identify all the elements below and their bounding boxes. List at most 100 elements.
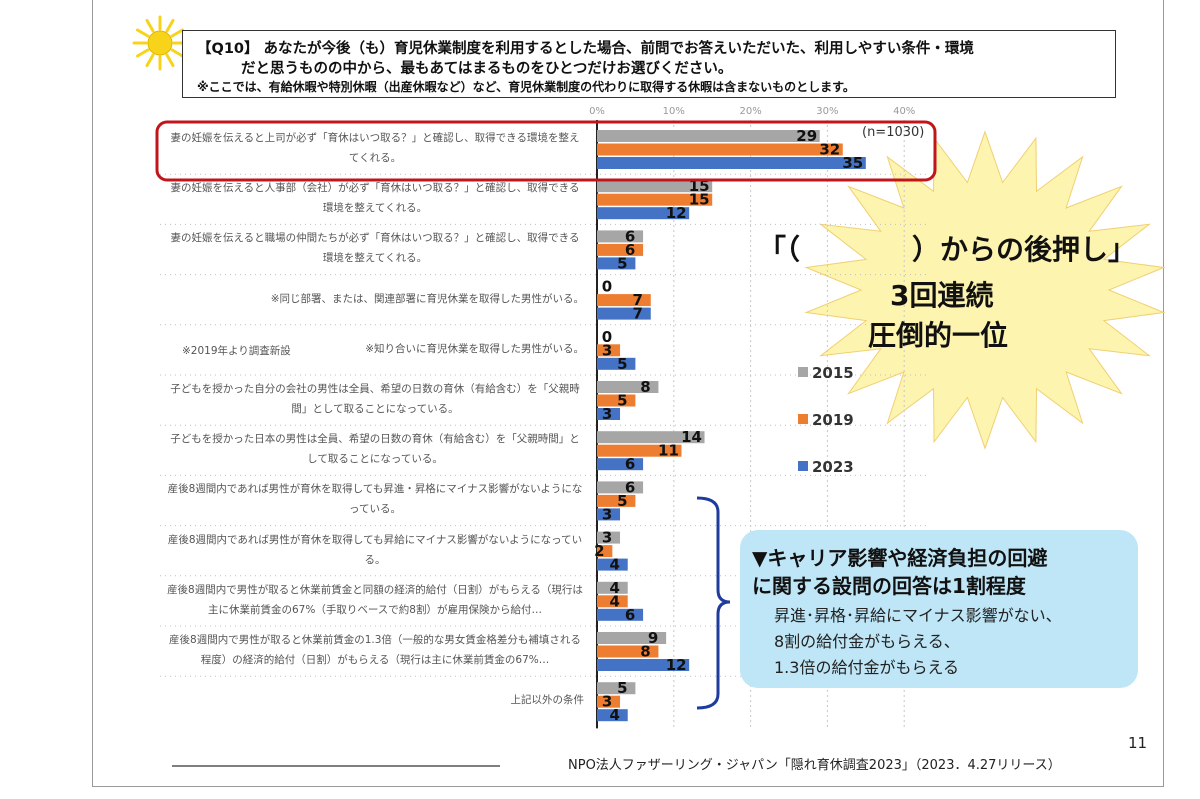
bar-2015-7 — [597, 481, 644, 494]
question-line-2: だと思うものの中から、最もあてはまるものをひとつだけお選びください。 — [241, 61, 733, 77]
data-label: 5 — [617, 392, 627, 410]
category-label: 妻の妊娠を伝えると上司が必ず「育休はいつ取る？」と確認し、取得できる環境を整えて… — [170, 132, 580, 164]
legend-swatch-2023 — [798, 461, 808, 471]
data-label: 2 — [594, 542, 604, 560]
data-label: 3 — [602, 693, 612, 711]
category-label: 産後8週間内であれば男性が育休を取得しても昇進・昇格にマイナス影響がないようにな… — [167, 483, 583, 516]
bar-2023-9 — [597, 608, 644, 621]
category-label: 上記以外の条件 — [510, 694, 585, 707]
question-box: 【Q10】 あなたが今後（も）育児休業制度を利用するとした場合、前問でお答えいた… — [182, 30, 1116, 98]
x-tick-label: 10% — [663, 106, 685, 117]
sun-ray — [135, 48, 150, 58]
category-label: 妻の妊娠を伝えると職場の仲間たちが必ず「育休はいつ取る？」と確認し、取得できる環… — [170, 232, 580, 265]
x-tick-label: 30% — [816, 106, 838, 117]
data-label: 4 — [610, 556, 620, 574]
brace-path — [696, 496, 731, 710]
data-label: 7 — [633, 305, 643, 323]
data-label: 5 — [617, 679, 627, 697]
data-label: 6 — [625, 606, 635, 624]
data-label: 15 — [689, 191, 710, 209]
sun-ray — [145, 53, 155, 68]
data-label: 9 — [648, 629, 658, 647]
bar-2015-1 — [597, 180, 713, 193]
bar-2019-6 — [597, 444, 682, 457]
legend-label-2015: 2015 — [812, 364, 854, 382]
question-note: ※ここでは、有給休暇や特別休暇（出産休暇など）など、育児休業制度の代わりに取得す… — [197, 80, 855, 94]
x-tick-label: 0% — [589, 106, 605, 117]
sun-icon — [132, 15, 188, 71]
bar-2015-5 — [597, 381, 659, 393]
bar-2023-5 — [597, 408, 621, 420]
bar-2015-10 — [597, 632, 667, 644]
bar-2023-0 — [597, 157, 866, 169]
data-label: 5 — [617, 492, 627, 510]
callout-line-2: 8割の給付金がもらえる、 — [774, 632, 960, 651]
callout-line-1: 昇進･昇格･昇給にマイナス影響がない、 — [774, 606, 1062, 625]
highlight-box — [155, 120, 937, 182]
bars — [597, 130, 866, 722]
burst-line-2: 3回連続 — [890, 279, 994, 312]
bar-2023-2 — [597, 257, 636, 270]
data-label: 4 — [610, 579, 620, 597]
data-label: 4 — [610, 592, 620, 610]
bar-2019-9 — [597, 595, 628, 608]
bar-2023-3 — [597, 307, 651, 320]
sun-ray — [170, 48, 185, 58]
category-label: ※同じ部署、または、関連部署に育児休業を取得した男性がいる。 — [270, 292, 584, 305]
data-label: 0 — [602, 278, 612, 296]
bar-2023-7 — [597, 508, 621, 521]
bar-2019-10 — [597, 645, 659, 658]
data-label: 6 — [625, 455, 635, 473]
bar-2023-4 — [597, 357, 636, 370]
data-label: 3 — [602, 341, 612, 359]
data-label: 32 — [819, 141, 840, 159]
data-label: 7 — [633, 291, 643, 309]
callout-box: ▼キャリア影響や経済負担の回避 に関する設問の回答は1割程度 昇進･昇格･昇給に… — [740, 530, 1138, 688]
bar-2023-1 — [597, 207, 690, 220]
data-label: 8 — [640, 378, 650, 396]
page-number: 11 — [1128, 734, 1148, 752]
question-line-1: 【Q10】 あなたが今後（も）育児休業制度を利用するとした場合、前問でお答えいた… — [197, 41, 974, 57]
bar-2019-11 — [597, 695, 621, 708]
category-label: 産後8週間内で男性が取ると休業前賃金と同額の経済的給付（日割）がもらえる（現行は… — [167, 583, 583, 616]
category-label: 子どもを授かった日本の男性は全員、希望の日数の育休（有給含む）を「父親時間」とし… — [170, 433, 580, 466]
bar-2019-2 — [597, 243, 644, 256]
survey-new-note: ※2019年より調査新設 — [182, 345, 291, 357]
bar-2019-3 — [597, 294, 651, 307]
starburst-shape — [804, 130, 1166, 450]
data-label: 3 — [602, 529, 612, 547]
bar-2015-11 — [597, 682, 636, 695]
x-tick-label: 40% — [893, 106, 915, 117]
data-label: 5 — [617, 355, 627, 373]
data-label: 8 — [640, 643, 650, 661]
data-label: 3 — [602, 405, 612, 423]
bar-2019-4 — [597, 344, 621, 357]
bar-2015-2 — [597, 230, 644, 243]
data-label: 6 — [625, 241, 635, 259]
bar-2023-11 — [597, 709, 628, 722]
bar-2019-1 — [597, 193, 713, 206]
category-label: 妻の妊娠を伝えると人事部（会社）が必ず「育休はいつ取る？」と確認し、取得できる環… — [170, 182, 580, 215]
data-label: 4 — [610, 706, 620, 724]
data-label: 3 — [602, 505, 612, 523]
sun-ray — [145, 18, 155, 33]
category-label: ※知り合いに育児休業を取得した男性がいる。 — [365, 342, 584, 355]
category-label: 産後8週間内で男性が取ると休業前賃金の1.3倍（一般的な男女賃金格差分も補填され… — [169, 634, 581, 666]
brace-bracket — [696, 496, 731, 710]
sun-disc — [147, 30, 173, 56]
data-label: 6 — [625, 478, 635, 496]
x-tick-labels: 0% 10% 20% 30% 40% — [589, 106, 915, 117]
bar-2023-6 — [597, 458, 644, 471]
legend-swatch-2015 — [798, 367, 808, 377]
callout-line-3: 1.3倍の給付金がもらえる — [774, 658, 959, 677]
burst-line-3: 圧倒的一位 — [868, 319, 1009, 352]
burst-line-1: 「（ ）からの後押し」 — [758, 233, 1137, 266]
category-label: 産後8週間内であれば男性が育休を取得しても昇給にマイナス影響がないようになってい… — [167, 533, 583, 566]
starburst-polygon — [804, 130, 1166, 450]
data-label: 12 — [666, 204, 687, 222]
bar-2019-7 — [597, 494, 636, 507]
bar-2019-8 — [597, 545, 613, 558]
category-label: 子どもを授かった自分の会社の男性は全員、希望の日数の育休（有給含む）を「父親時間… — [170, 383, 580, 415]
data-label: 0 — [602, 328, 612, 346]
sun-ray — [135, 28, 150, 38]
